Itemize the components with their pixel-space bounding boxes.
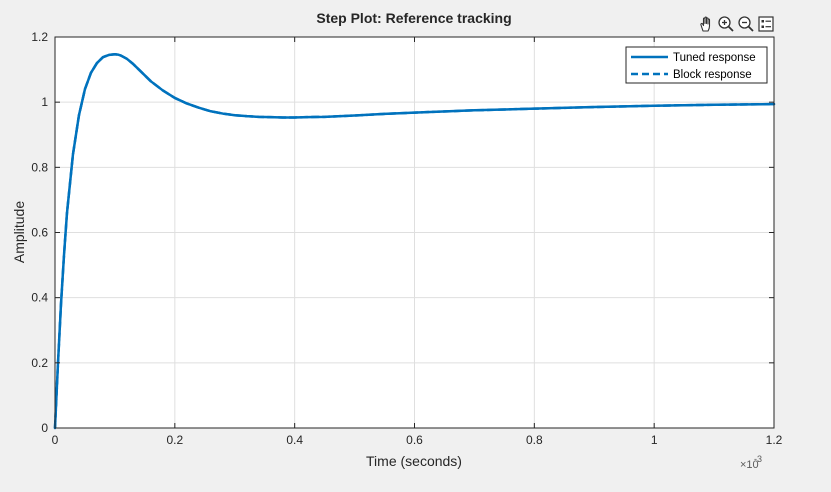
pan-button[interactable] (696, 13, 715, 35)
y-tick-label: 0.4 (31, 291, 48, 305)
y-tick-label: 0.2 (31, 356, 48, 370)
legend-box (625, 46, 768, 84)
tick-marks (54, 36, 775, 429)
x-tick-label: 0 (52, 433, 59, 447)
x-tick-label: 0.4 (286, 433, 303, 447)
chart-title: Step Plot: Reference tracking (316, 10, 511, 26)
legend-toggle-button[interactable] (757, 13, 776, 35)
axes-toolbar (696, 13, 776, 35)
y-tick-label: 1 (41, 95, 48, 109)
zoom-in-icon (718, 16, 734, 32)
x-tick-labels: 0 0.2 0.4 0.6 0.8 1 1.2 (52, 433, 783, 447)
x-tick-label: 0.8 (526, 433, 543, 447)
legend-label-block: Block response (673, 69, 752, 81)
zoom-out-icon (738, 16, 754, 32)
legend-entry-block[interactable]: Block response (631, 69, 752, 81)
x-axis-label: Time (seconds) (366, 453, 462, 469)
x-tick-label: 1.2 (766, 433, 783, 447)
y-tick-label: 0.8 (31, 160, 48, 174)
legend-label-tuned: Tuned response (673, 52, 756, 64)
y-tick-labels: 0 0.2 0.4 0.6 0.8 1 1.2 (31, 30, 48, 435)
legend[interactable]: Tuned response Block response (625, 46, 768, 84)
pan-icon (699, 16, 710, 32)
y-tick-label: 0.6 (31, 226, 48, 240)
zoom-in-button[interactable] (716, 13, 735, 35)
x-tick-label: 1 (651, 433, 658, 447)
legend-entry-tuned[interactable]: Tuned response (631, 52, 756, 64)
x-tick-label: 0.6 (406, 433, 423, 447)
y-tick-label: 0 (41, 421, 48, 435)
series-line-block-response[interactable] (53, 53, 776, 430)
series-layer (53, 53, 776, 430)
legend-icon (758, 16, 774, 32)
x-tick-label: 0.2 (166, 433, 183, 447)
y-axis-label: Amplitude (11, 201, 27, 263)
x-exponent-power: -3 (754, 454, 762, 464)
zoom-out-button[interactable] (737, 13, 756, 35)
x-exponent-label: ×10 -3 (740, 454, 762, 471)
x-exponent-base: ×10 (740, 459, 759, 471)
y-tick-label: 1.2 (31, 30, 48, 44)
